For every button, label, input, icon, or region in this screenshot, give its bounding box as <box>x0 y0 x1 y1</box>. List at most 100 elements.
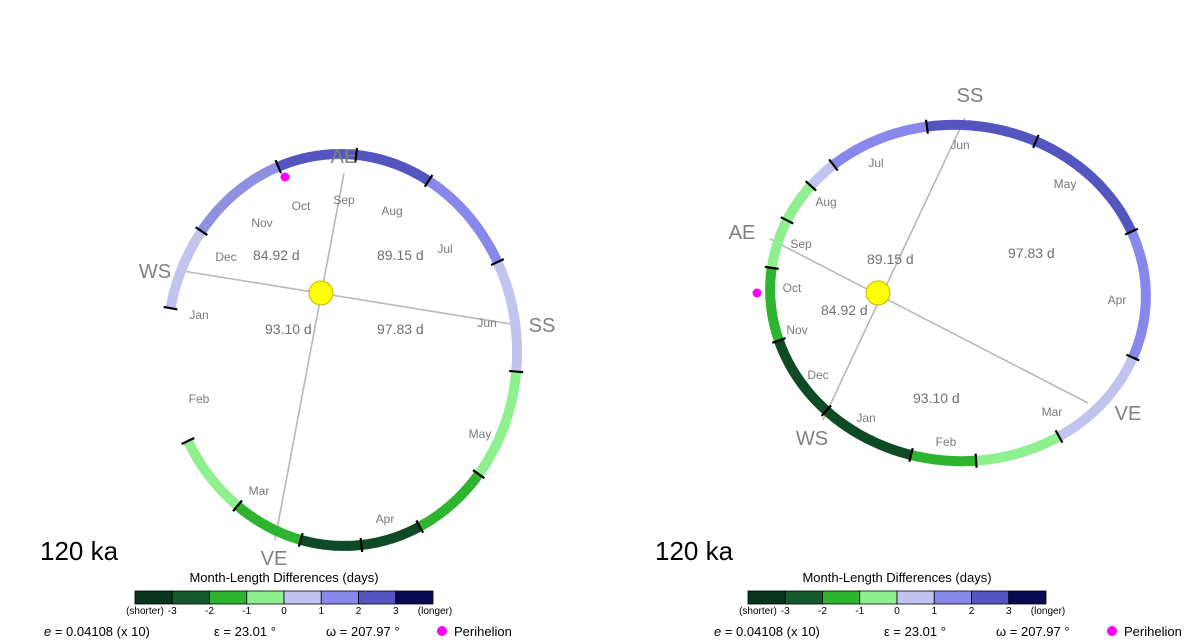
month-label: Oct <box>292 199 311 213</box>
colorbar-title: Month-Length Differences (days) <box>802 570 991 585</box>
month-tick <box>509 369 524 374</box>
month-tick <box>764 265 779 270</box>
season-label: AE <box>729 222 756 244</box>
colorbar-tick: -3 <box>168 606 177 617</box>
colorbar-right-label: (longer) <box>1031 606 1065 617</box>
month-tick <box>490 258 505 266</box>
month-arc-sep <box>360 522 423 550</box>
parameter-footer: e = 0.04108 (x 10) ε = 23.01 ° ω = 207.97 … <box>44 624 512 639</box>
month-label: Apr <box>376 512 395 526</box>
colorbar-tick: 3 <box>1006 606 1012 617</box>
month-arc-sep <box>823 406 913 460</box>
month-arc-dec <box>183 438 241 510</box>
colorbar-cell <box>320 590 359 605</box>
season-label: VE <box>261 548 288 570</box>
month-label: Oct <box>783 281 802 295</box>
month-label: Aug <box>381 204 402 218</box>
month-arc-may <box>425 176 503 265</box>
month-tick <box>423 174 434 188</box>
month-label: Jan <box>189 308 208 322</box>
sun-icon <box>308 280 334 306</box>
colorbar-tick: 2 <box>969 606 975 617</box>
sun-icon <box>865 280 891 306</box>
month-tick <box>472 469 486 480</box>
season-duration: 84.92 d <box>821 302 868 318</box>
month-arc-mar <box>276 149 357 172</box>
month-arc-apr <box>355 149 432 186</box>
month-arc-aug <box>909 450 977 467</box>
month-arc-mar <box>926 119 1038 146</box>
precession-label: ω = 207.97 ° <box>996 624 1070 639</box>
colorbar-cell <box>822 590 861 605</box>
month-label: Apr <box>1108 293 1127 307</box>
colorbar-right-label: (longer) <box>418 606 452 617</box>
month-label: Dec <box>807 368 828 382</box>
month-tick <box>804 180 817 192</box>
eccentricity-label: e = 0.04108 (x 10) <box>44 624 150 639</box>
orbit-panel-2: Jan Feb Mar Apr May Jun Jul Aug Sep Oct Nov Dec SS VE… <box>655 85 1182 639</box>
perihelion-legend-label: Perihelion <box>1124 624 1182 639</box>
month-tick <box>828 158 839 172</box>
season-label: SS <box>957 85 984 107</box>
perihelion-marker <box>280 172 290 182</box>
month-label: Jan <box>856 411 875 425</box>
month-tick <box>771 337 786 344</box>
colorbar-tick: -2 <box>205 606 214 617</box>
month-arc-aug <box>417 471 483 532</box>
colorbar-tick: -1 <box>242 606 251 617</box>
month-tick <box>232 499 243 512</box>
orbit-panel-1: Jan Feb Mar Apr May Jun Jul Aug Sep Oct Nov Dec AE SS… <box>40 146 555 639</box>
obliquity-label: ε = 23.01 ° <box>884 624 946 639</box>
colorbar-tick: 1 <box>931 606 937 617</box>
season-duration: 93.10 d <box>913 390 960 406</box>
colorbar-tick: 3 <box>393 606 399 617</box>
month-arc-jun <box>492 260 523 372</box>
season-duration: 89.15 d <box>377 247 424 263</box>
month-tick <box>1054 429 1064 444</box>
season-duration: 97.83 d <box>377 321 424 337</box>
perihelion-marker <box>752 288 762 298</box>
month-label: Aug <box>815 195 836 209</box>
period-label: 120 ka <box>40 536 119 566</box>
season-label: WS <box>796 428 828 450</box>
perihelion-legend-icon <box>1107 626 1117 636</box>
colorbar-tick: 1 <box>318 606 324 617</box>
colorbar-cell <box>358 590 397 605</box>
month-arc-apr <box>1033 136 1137 234</box>
month-tick <box>974 453 978 468</box>
season-label: WS <box>139 261 171 283</box>
month-arc-oct <box>299 535 362 551</box>
month-arc-may <box>1126 229 1151 360</box>
colorbar-tick: -1 <box>855 606 864 617</box>
season-label: AE <box>331 146 358 168</box>
perihelion-legend-label: Perihelion <box>454 624 512 639</box>
colorbar-cell <box>171 590 210 605</box>
month-label: Dec <box>215 250 236 264</box>
month-label: Sep <box>333 193 355 207</box>
month-label: May <box>469 427 492 441</box>
month-tick <box>163 305 178 311</box>
colorbar-cell <box>859 590 898 605</box>
month-tick <box>780 216 794 225</box>
colorbar-tick: 2 <box>356 606 362 617</box>
colorbar-cell <box>134 590 173 605</box>
month-arc-nov <box>765 267 784 343</box>
period-label: 120 ka <box>655 536 734 566</box>
month-tick <box>1032 134 1040 149</box>
season-duration: 89.15 d <box>867 251 914 267</box>
month-label: Feb <box>936 435 957 449</box>
month-arc-jul <box>474 371 522 478</box>
month-arc-jul <box>975 432 1062 466</box>
colorbar-title: Month-Length Differences (days) <box>189 570 378 585</box>
month-arc-nov <box>234 502 303 545</box>
season-label: SS <box>529 315 556 337</box>
month-tick <box>908 447 914 463</box>
month-tick <box>181 437 195 446</box>
month-tick <box>297 532 304 547</box>
month-label: Jun <box>477 316 496 330</box>
precession-label: ω = 207.97 ° <box>326 624 400 639</box>
month-tick <box>1124 227 1139 236</box>
season-line <box>822 117 966 421</box>
colorbar-cell <box>896 590 935 605</box>
